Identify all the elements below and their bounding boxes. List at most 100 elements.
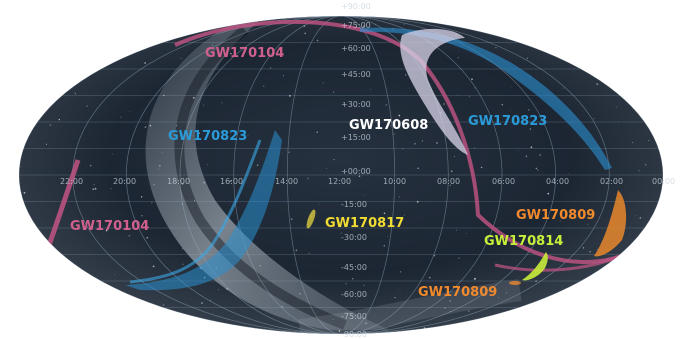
- star: [288, 94, 291, 97]
- star: [144, 126, 147, 128]
- star: [514, 25, 515, 27]
- star: [370, 88, 371, 90]
- star: [474, 277, 477, 280]
- star: [197, 98, 198, 100]
- star: [126, 17, 128, 20]
- star: [180, 57, 182, 60]
- star: [35, 86, 37, 88]
- star: [40, 307, 42, 308]
- star: [537, 75, 538, 77]
- star: [218, 289, 219, 291]
- star: [464, 285, 466, 287]
- star: [648, 140, 650, 141]
- star: [92, 188, 95, 191]
- star: [338, 330, 341, 332]
- star: [330, 307, 331, 308]
- star: [130, 29, 132, 31]
- star: [282, 75, 284, 77]
- star: [423, 327, 426, 329]
- ra-label: 06:00: [492, 177, 515, 186]
- star: [469, 96, 471, 98]
- star: [559, 51, 561, 54]
- star: [182, 263, 184, 266]
- event-labels: GW170104 GW170104 GW170823 GW170823 GW17…: [70, 46, 595, 300]
- star: [436, 142, 438, 144]
- star: [518, 150, 519, 151]
- star: [206, 164, 208, 166]
- star: [333, 159, 335, 161]
- star: [45, 143, 48, 145]
- star: [63, 58, 65, 60]
- dec-label: +90:00: [341, 2, 371, 11]
- star: [600, 177, 602, 179]
- star: [563, 87, 565, 89]
- star: [259, 265, 261, 267]
- star: [587, 223, 589, 225]
- star: [151, 202, 153, 204]
- star: [298, 292, 301, 295]
- star: [58, 118, 60, 121]
- star: [158, 164, 161, 167]
- star: [547, 192, 550, 195]
- dec-label: +45:00: [341, 70, 371, 79]
- star: [110, 188, 112, 190]
- declination-labels: +90:00 +75:00 +60:00 +45:00 +30:00 +15:0…: [341, 2, 371, 339]
- right-ascension-labels: 22:00 20:00 18:00 16:00 14:00 12:00 10:0…: [60, 177, 675, 186]
- star: [646, 25, 648, 27]
- star: [417, 167, 419, 170]
- star: [591, 210, 592, 211]
- grid-meridian: [125, 16, 557, 334]
- star: [65, 263, 68, 265]
- star: [607, 102, 608, 103]
- star: [530, 146, 533, 149]
- star: [136, 39, 138, 41]
- star: [146, 236, 149, 239]
- star: [129, 228, 131, 230]
- star: [495, 46, 497, 49]
- star: [474, 87, 476, 89]
- star: [398, 196, 401, 198]
- label-gw170809-south: GW170809: [418, 285, 497, 300]
- gw170608-region: [400, 28, 468, 155]
- star: [449, 184, 451, 187]
- star: [79, 297, 81, 299]
- label-gw170608: GW170608: [349, 118, 428, 133]
- star: [587, 68, 589, 70]
- star: [618, 121, 620, 122]
- grid-meridian: [286, 16, 396, 334]
- star: [158, 168, 159, 170]
- dec-label: -75:00: [341, 312, 367, 321]
- star: [202, 104, 204, 106]
- star: [399, 271, 402, 273]
- star: [287, 315, 289, 317]
- ra-label: 04:00: [546, 177, 569, 186]
- star: [89, 164, 92, 167]
- star: [83, 327, 86, 329]
- star: [428, 276, 431, 279]
- star: [143, 226, 145, 229]
- star: [140, 196, 143, 198]
- star: [639, 217, 642, 219]
- star: [332, 319, 334, 320]
- ra-label: 14:00: [275, 177, 298, 186]
- star: [471, 78, 473, 81]
- dec-label: +30:00: [341, 100, 371, 109]
- star: [539, 154, 541, 156]
- star: [501, 103, 504, 106]
- star: [559, 220, 561, 222]
- grid-meridian: [286, 16, 396, 334]
- ra-label: 18:00: [167, 177, 190, 186]
- star: [451, 170, 453, 172]
- star: [438, 99, 440, 101]
- label-gw170104-south: GW170104: [70, 219, 149, 234]
- star: [185, 107, 186, 109]
- dec-label: +60:00: [341, 44, 371, 53]
- gw170823-west-region: [125, 130, 282, 291]
- star: [549, 164, 551, 166]
- star: [326, 167, 327, 169]
- star: [622, 46, 625, 48]
- star: [333, 91, 335, 93]
- star: [635, 215, 636, 216]
- star: [322, 82, 325, 84]
- dec-label: -30:00: [341, 233, 367, 242]
